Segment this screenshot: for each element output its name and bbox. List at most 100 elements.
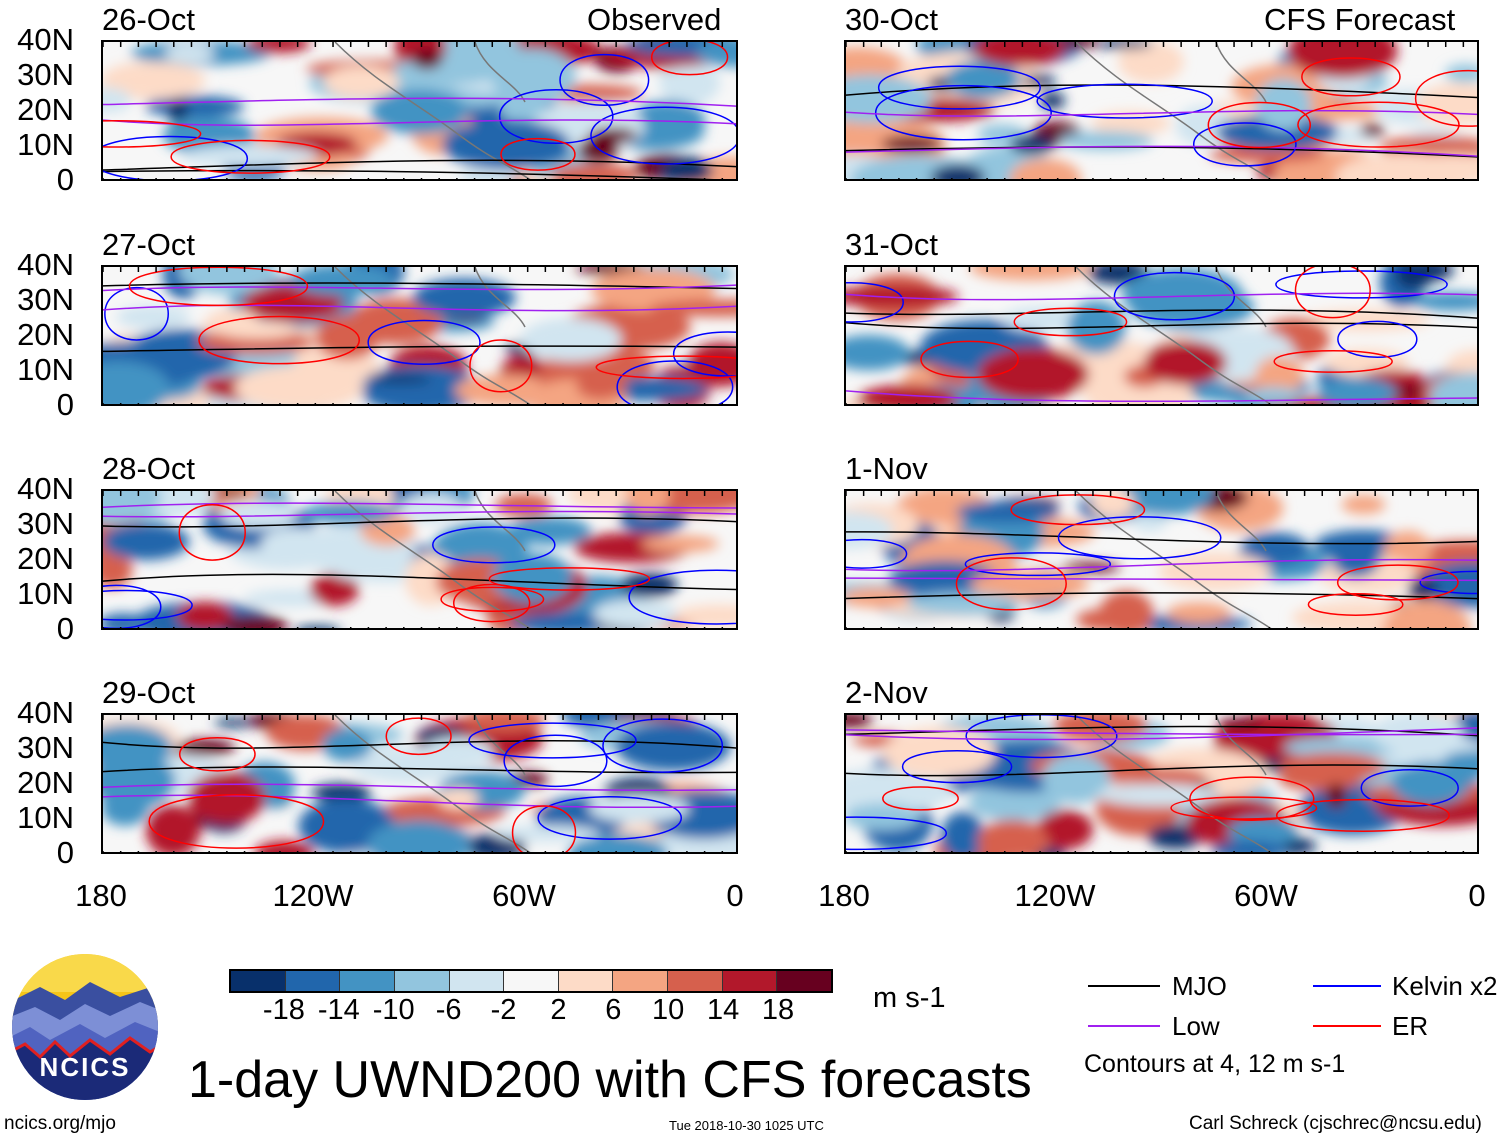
y-tick: 10N bbox=[17, 352, 74, 387]
colorbar-swatch bbox=[612, 971, 668, 991]
colorbar-tick: 6 bbox=[605, 994, 622, 1026]
map-panel bbox=[101, 265, 738, 406]
panel-date: 31-Oct bbox=[845, 227, 939, 262]
y-tick: 20N bbox=[17, 317, 74, 352]
er-contour bbox=[500, 138, 576, 171]
kelvin-contour bbox=[901, 750, 1013, 784]
low-contour bbox=[103, 304, 736, 312]
wind-anomaly-blob bbox=[391, 56, 505, 85]
y-tick: 30N bbox=[17, 730, 74, 765]
wind-anomaly-blob bbox=[1303, 309, 1430, 331]
coastline bbox=[334, 715, 531, 852]
wind-anomaly-blob bbox=[930, 164, 986, 179]
legend-label-er: ER bbox=[1392, 1011, 1429, 1041]
er-contour bbox=[1013, 307, 1128, 337]
kelvin-contour bbox=[964, 552, 1112, 577]
er-contour bbox=[920, 340, 1019, 379]
kelvin-contour bbox=[1113, 271, 1236, 321]
wind-anomaly-blob bbox=[1317, 377, 1397, 404]
er-contour bbox=[1189, 776, 1315, 821]
kelvin-contour bbox=[846, 816, 948, 851]
kelvin-contour bbox=[846, 282, 904, 323]
colorbar-swatch bbox=[776, 971, 832, 991]
er-contour bbox=[1170, 796, 1318, 820]
mjo-contour bbox=[846, 725, 1477, 737]
y-tick: 0 bbox=[56, 387, 74, 422]
logo-text: NCICS bbox=[40, 1052, 131, 1082]
panel-date: 28-Oct bbox=[102, 451, 196, 486]
y-tick: 0 bbox=[56, 835, 74, 870]
wind-anomaly-blob bbox=[695, 42, 736, 67]
low-contour bbox=[103, 97, 736, 107]
colorbar-tick: -6 bbox=[435, 994, 462, 1026]
wind-anomaly-blob bbox=[311, 783, 372, 802]
y-tick: 10N bbox=[17, 127, 74, 162]
wind-anomaly-blob bbox=[103, 361, 171, 404]
ncics-logo: NCICS bbox=[10, 952, 160, 1102]
wind-anomaly-blob bbox=[103, 523, 190, 561]
wind-anomaly-blob bbox=[216, 491, 248, 497]
wind-anomaly-blob bbox=[625, 491, 670, 515]
wind-anomaly-blob bbox=[103, 753, 176, 809]
y-tick: 20N bbox=[17, 765, 74, 800]
wind-anomaly-blob bbox=[1415, 83, 1477, 125]
wind-anomaly-blob bbox=[309, 573, 359, 606]
wind-anomaly-blob bbox=[977, 819, 1048, 852]
er-contour bbox=[128, 267, 309, 307]
y-tick: 0 bbox=[56, 611, 74, 646]
wind-anomaly-blob bbox=[508, 612, 619, 628]
er-contour bbox=[148, 794, 325, 849]
wind-anomaly-blob bbox=[588, 794, 690, 823]
wind-anomaly-blob bbox=[180, 144, 319, 167]
mjo-contour bbox=[103, 766, 736, 774]
panel-date: 1-Nov bbox=[845, 451, 928, 486]
kelvin-contour bbox=[602, 718, 724, 773]
wind-anomaly-blob bbox=[880, 135, 943, 153]
er-contour bbox=[103, 120, 202, 148]
kelvin-contour bbox=[432, 526, 556, 564]
wind-anomaly-blob bbox=[1118, 42, 1184, 83]
mjo-contour bbox=[846, 531, 1477, 545]
wind-anomaly-blob bbox=[1444, 64, 1477, 83]
wind-anomaly-blob bbox=[968, 783, 1061, 822]
wind-anomaly-blob bbox=[659, 156, 714, 179]
x-tick: 60W bbox=[1234, 878, 1298, 913]
low-contour bbox=[103, 794, 736, 809]
y-tick: 20N bbox=[17, 92, 74, 127]
kelvin-contour bbox=[1360, 769, 1459, 807]
wind-anomaly-blob bbox=[641, 535, 720, 553]
wind-anomaly-blob bbox=[593, 598, 678, 628]
wind-anomaly-blob bbox=[658, 60, 721, 106]
mjo-contour bbox=[846, 322, 1477, 330]
low-contour bbox=[103, 783, 736, 792]
wind-anomaly-blob bbox=[846, 803, 921, 831]
kelvin-contour bbox=[672, 331, 736, 377]
footer-url[interactable]: ncics.org/mjo bbox=[4, 1113, 116, 1134]
er-contour bbox=[178, 504, 246, 561]
colorbar-swatch bbox=[667, 971, 722, 991]
wind-anomaly-blob bbox=[846, 285, 959, 308]
coastline bbox=[334, 491, 531, 628]
low-contour bbox=[846, 390, 1477, 403]
y-tick: 0 bbox=[56, 162, 74, 197]
colorbar-tick: -18 bbox=[262, 994, 305, 1026]
colorbar-swatch bbox=[557, 971, 613, 991]
kelvin-contour bbox=[367, 319, 481, 365]
y-tick: 10N bbox=[17, 576, 74, 611]
wind-anomaly-blob bbox=[672, 604, 736, 628]
wind-anomaly-blob bbox=[463, 715, 546, 733]
er-contour bbox=[1273, 350, 1393, 373]
low-contour bbox=[846, 727, 1477, 741]
wind-anomaly-blob bbox=[940, 811, 985, 852]
wind-anomaly-blob bbox=[1341, 494, 1386, 515]
wind-anomaly-blob bbox=[222, 615, 289, 628]
er-contour bbox=[1301, 57, 1401, 97]
wind-anomaly-blob bbox=[215, 321, 299, 339]
kelvin-contour bbox=[965, 715, 1118, 759]
panel-date: 30-Oct bbox=[845, 2, 939, 37]
y-tick: 40N bbox=[17, 22, 74, 57]
colorbar-tick: 10 bbox=[652, 994, 685, 1026]
wind-anomaly-blob bbox=[323, 65, 400, 99]
legend-label-kelvin: Kelvin x2 bbox=[1392, 971, 1498, 1001]
wind-anomaly-blob bbox=[214, 718, 254, 728]
